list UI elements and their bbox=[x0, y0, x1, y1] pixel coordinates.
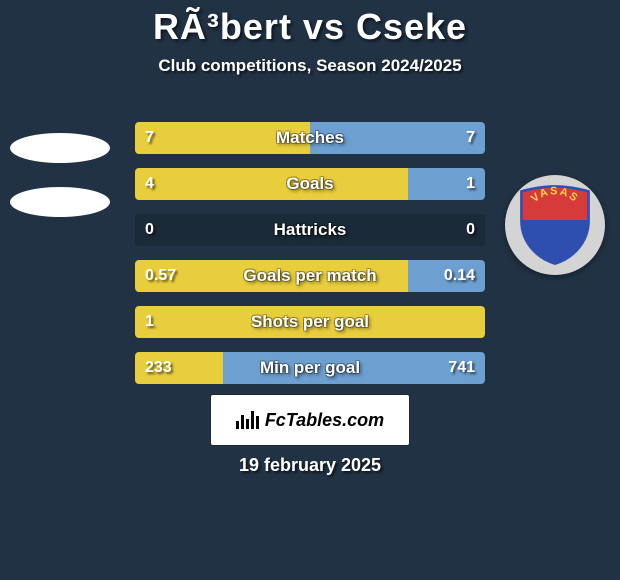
stat-row: 0Hattricks0 bbox=[135, 214, 485, 246]
date-text: 19 february 2025 bbox=[0, 455, 620, 476]
brand-badge[interactable]: FcTables.com bbox=[210, 394, 410, 446]
stat-label: Matches bbox=[135, 122, 485, 154]
bar-chart-icon bbox=[236, 411, 259, 429]
stat-label: Hattricks bbox=[135, 214, 485, 246]
brand-text: FcTables.com bbox=[265, 410, 384, 431]
stats-container: 7Matches7 4Goals1 0Hattricks0 0.57Goals per… bbox=[135, 122, 485, 398]
stat-row: 233Min per goal741 bbox=[135, 352, 485, 384]
stat-label: Goals bbox=[135, 168, 485, 200]
stat-row: 0.57Goals per match0.14 bbox=[135, 260, 485, 292]
stat-value-right: 741 bbox=[438, 352, 485, 384]
stat-value-right: 0.14 bbox=[434, 260, 485, 292]
club-badge: VASAS bbox=[505, 175, 605, 275]
subtitle: Club competitions, Season 2024/2025 bbox=[0, 56, 620, 76]
stat-row: 7Matches7 bbox=[135, 122, 485, 154]
club-badge-letters: VASAS bbox=[529, 185, 581, 205]
club-logo-right: VASAS bbox=[500, 170, 610, 280]
placeholder-ellipse bbox=[10, 187, 110, 217]
placeholder-ellipse bbox=[10, 133, 110, 163]
svg-text:VASAS: VASAS bbox=[529, 185, 581, 205]
stat-label: Goals per match bbox=[135, 260, 485, 292]
club-shield-icon: VASAS bbox=[513, 183, 597, 267]
page-title: RÃ³bert vs Cseke bbox=[0, 0, 620, 48]
stat-value-right: 0 bbox=[456, 214, 485, 246]
club-logo-left-placeholder bbox=[5, 120, 115, 230]
stat-label: Min per goal bbox=[135, 352, 485, 384]
stat-value-right: 1 bbox=[456, 168, 485, 200]
stat-value-right bbox=[465, 306, 485, 338]
stat-label: Shots per goal bbox=[135, 306, 485, 338]
stat-row: 4Goals1 bbox=[135, 168, 485, 200]
stat-value-right: 7 bbox=[456, 122, 485, 154]
stat-row: 1Shots per goal bbox=[135, 306, 485, 338]
